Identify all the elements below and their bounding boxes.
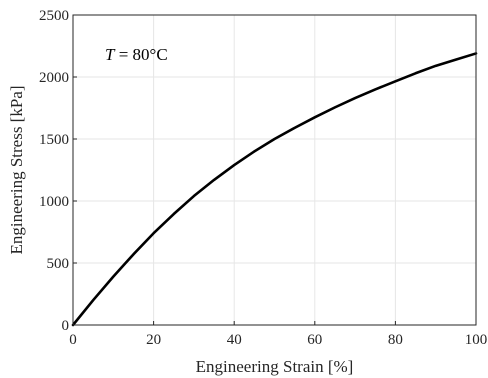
plot-frame (72, 14, 477, 326)
x-tick-label: 60 (307, 332, 322, 348)
temperature-annotation: T = 80°C (105, 45, 168, 64)
x-tick-label: 100 (465, 332, 488, 348)
x-tick-label: 0 (69, 332, 77, 348)
stress-strain-curve (71, 52, 478, 327)
annotation-variable: T (105, 45, 116, 64)
x-tick-label: 80 (388, 332, 403, 348)
y-tick-label: 0 (62, 318, 70, 334)
y-tick-label: 2500 (39, 8, 69, 24)
x-tick-label: 40 (227, 332, 242, 348)
annotation-value: = 80°C (114, 45, 167, 64)
y-tick-label: 2000 (39, 70, 69, 86)
series-layer (71, 52, 478, 327)
y-axis-label: Engineering Stress [kPa] (7, 85, 26, 254)
y-tick-label: 1500 (39, 132, 69, 148)
y-tick-label: 1000 (39, 194, 69, 210)
y-tick-label: 500 (47, 256, 70, 272)
x-axis-label: Engineering Strain [%] (196, 357, 354, 376)
x-tick-label: 20 (146, 332, 161, 348)
